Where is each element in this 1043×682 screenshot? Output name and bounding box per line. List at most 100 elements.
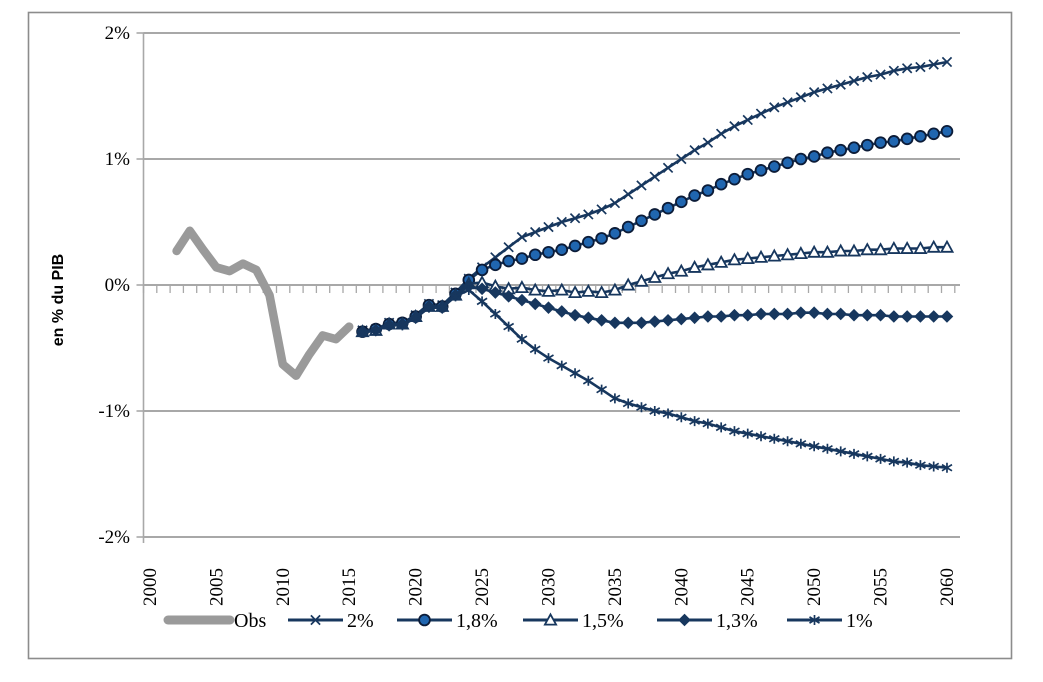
x-tick-labels: 2000 2005 2010 2015 2020 2025 2030 2035 2040 2045… [140,568,958,606]
diamond-marker [621,316,635,330]
asterisk-marker [835,446,847,457]
asterisk-marker [503,321,515,332]
x-tick-label: 2025 [472,568,493,606]
x-tick-label: 2055 [871,568,892,606]
circle-marker [635,214,648,228]
x-tick-label: 2030 [538,568,559,606]
x-marker [729,121,740,132]
x-tick-label: 2050 [804,568,825,606]
x-marker [742,114,753,126]
circle-marker [821,146,834,160]
x-tick-label: 2045 [738,568,759,606]
asterisk-marker [808,441,820,452]
circle-marker [874,136,887,149]
asterisk-marker [795,438,807,449]
x-marker [715,128,727,140]
triangle-marker [514,280,530,294]
circle-marker [582,235,595,249]
x-marker [888,65,900,77]
asterisk-marker [463,285,475,296]
asterisk-marker [729,426,740,437]
diamond-marker [502,290,515,303]
x-marker [769,102,780,113]
diamond-marker [701,310,715,323]
x-marker [941,56,953,68]
triangle-marker [727,252,742,266]
x-marker [569,213,581,224]
circle-marker [675,195,688,209]
x-marker [649,171,660,182]
asterisk-marker [702,418,714,429]
x-tick-label: 2060 [937,568,958,606]
circle-marker [807,150,821,163]
triangle-marker [900,240,915,254]
triangle-marker [554,282,569,296]
x-tick-label: 2010 [273,568,294,606]
circle-marker [502,254,515,268]
x-marker [875,69,886,80]
diamond-marker [741,308,755,322]
x-marker [662,162,674,174]
diamond-marker [688,311,701,325]
asterisk-marker [809,615,820,625]
x-marker [609,197,621,209]
triangle-marker [660,266,676,280]
y-tick-labels: 2% 1% 0% -1% -2% [98,23,130,548]
asterisk-marker [755,431,767,442]
diamond-marker [555,305,569,318]
series-line [172,226,354,380]
x-tick-label: 2000 [140,568,161,606]
x-tick-label: 2005 [206,568,227,606]
diamond-marker [927,310,941,323]
diamond-marker [821,307,834,321]
legend-label: 1,3% [716,610,758,632]
asterisk-marker [423,302,435,313]
diamond-marker [661,313,675,327]
diamond-marker [914,310,927,323]
triangle-marker [873,242,888,256]
series-obs [172,226,354,380]
circle-marker [887,135,901,148]
triangle-marker [621,277,636,291]
circle-marker [714,177,728,191]
asterisk-marker [529,344,541,355]
x-marker [795,92,807,103]
x-marker [702,137,714,148]
circle-marker [914,130,927,143]
asterisk-marker [821,443,833,454]
triangle-marker [926,239,941,253]
legend-item: 1,5% [523,610,624,632]
diamond-marker [595,313,608,327]
circle-marker [688,189,701,202]
circle-marker [701,184,715,197]
diamond-marker [767,307,781,321]
asterisk-marker [396,320,408,331]
series-1pct [357,285,953,473]
legend-item: 1,3% [657,610,758,632]
diamond-marker [754,307,768,321]
circle-marker [555,243,569,257]
y-tick-label: 0% [105,275,131,296]
circle-marker [475,263,489,277]
diamond-marker [528,297,542,311]
circle-marker [754,164,768,177]
asterisk-marker [914,460,926,471]
asterisk-marker [450,291,461,302]
y-axis-title: en % du PIB [50,254,67,346]
triangle-marker [780,247,795,261]
diamond-marker [860,308,874,322]
x-marker [622,189,634,200]
circle-marker [661,201,675,215]
triangle-marker [913,240,928,254]
asterisk-marker [410,312,422,323]
y-tick-label: -1% [98,401,130,422]
diamond-marker [635,316,648,330]
triangle-marker [647,269,662,283]
asterisk-marker [689,416,701,427]
circle-marker [741,167,755,181]
circle-marker [728,172,741,186]
x-marker [689,144,700,156]
asterisk-marker [782,436,794,447]
asterisk-marker [569,368,581,379]
diamond-marker [794,306,808,320]
